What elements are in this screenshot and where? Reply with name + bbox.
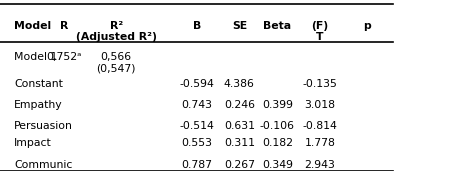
Text: SE: SE <box>232 21 247 30</box>
Text: R²
(Adjusted R²): R² (Adjusted R²) <box>76 21 156 42</box>
Text: Communic
ation: Communic ation <box>14 160 73 171</box>
Text: 0,752ᵃ: 0,752ᵃ <box>46 52 82 62</box>
Text: -0.594: -0.594 <box>179 79 214 89</box>
Text: B: B <box>192 21 201 30</box>
Text: 0,566
(0,547): 0,566 (0,547) <box>96 52 136 74</box>
Text: Model 1: Model 1 <box>14 52 58 62</box>
Text: Empathy: Empathy <box>14 100 63 110</box>
Text: 2.943: 2.943 <box>304 160 336 170</box>
Text: Model: Model <box>14 21 51 30</box>
Text: -0.814: -0.814 <box>302 121 337 130</box>
Text: 0.349: 0.349 <box>262 160 293 170</box>
Text: (F)
T: (F) T <box>311 21 328 42</box>
Text: 0.743: 0.743 <box>181 100 212 110</box>
Text: 0.267: 0.267 <box>224 160 255 170</box>
Text: 1.778: 1.778 <box>304 138 336 148</box>
Text: 0.553: 0.553 <box>181 138 212 148</box>
Text: p: p <box>364 21 371 30</box>
Text: 0.246: 0.246 <box>224 100 255 110</box>
Text: -0.514: -0.514 <box>179 121 214 130</box>
Text: -0.135: -0.135 <box>302 79 337 89</box>
Text: 0.399: 0.399 <box>262 100 293 110</box>
Text: 4.386: 4.386 <box>224 79 255 89</box>
Text: Beta: Beta <box>263 21 292 30</box>
Text: 3.018: 3.018 <box>304 100 336 110</box>
Text: R: R <box>60 21 68 30</box>
Text: -0.106: -0.106 <box>260 121 295 130</box>
Text: Persuasion: Persuasion <box>14 121 73 130</box>
Text: 0.182: 0.182 <box>262 138 293 148</box>
Text: 0.631: 0.631 <box>224 121 255 130</box>
Text: 0.787: 0.787 <box>181 160 212 170</box>
Text: 0.311: 0.311 <box>224 138 255 148</box>
Text: Impact: Impact <box>14 138 52 148</box>
Text: Constant: Constant <box>14 79 63 89</box>
